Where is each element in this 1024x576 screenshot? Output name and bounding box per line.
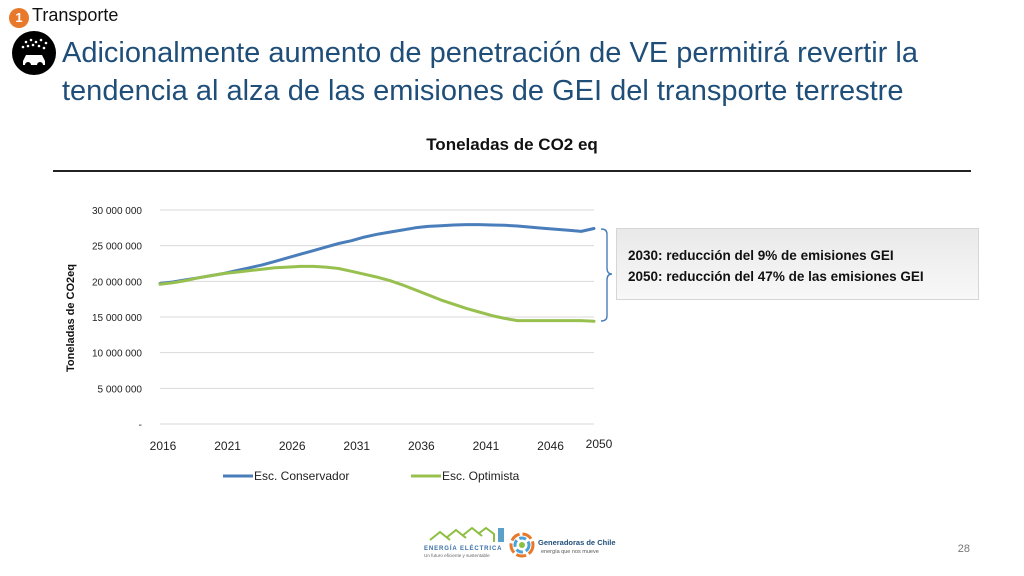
logo1-tagline: Un futuro eficiente y sustentable [424, 553, 490, 558]
electric-car-icon [12, 31, 56, 75]
x-tick-label: 2026 [279, 439, 306, 453]
y-tick-label: 15 000 000 [92, 313, 142, 324]
chart-title: Toneladas de CO2 eq [426, 135, 598, 154]
logo2-tagline: energía que nos mueve [541, 549, 599, 555]
y-tick-label: 30 000 000 [92, 206, 142, 217]
generadoras-de-chile-logo: Generadoras de Chile energía que nos mue… [509, 532, 616, 558]
section-number-badge: 1 [9, 8, 29, 28]
legend-label: Esc. Conservador [254, 469, 349, 483]
series-lines [158, 223, 596, 323]
title-divider [53, 170, 971, 172]
reduction-callout: 2030: reducción del 9% de emisiones GEI … [616, 228, 979, 300]
logo1-name: ENERGÍA ELÉCTRICA [424, 544, 502, 552]
chart-legend: Esc. Conservador Esc. Optimista [223, 469, 520, 483]
x-tick-label: 2031 [343, 439, 370, 453]
x-axis-ticks: 2016 2021 2026 2031 2036 2041 2046 2050 [150, 437, 613, 453]
x-tick-label: 2036 [408, 439, 435, 453]
section-label: Transporte [32, 5, 119, 25]
y-tick-label: 25 000 000 [92, 242, 142, 253]
logo2-name: Generadoras de Chile [538, 538, 616, 547]
slide-title: Adicionalmente aumento de penetración de… [62, 37, 918, 107]
x-tick-label: 2021 [214, 439, 241, 453]
x-tick-label: 2016 [150, 439, 177, 453]
legend-label: Esc. Optimista [442, 469, 520, 483]
y-tick-label: 5 000 000 [98, 384, 143, 395]
y-tick-label: 10 000 000 [92, 349, 142, 360]
y-axis-ticks: - 5 000 000 10 000 000 15 000 000 20 000 000… [92, 206, 142, 431]
series-line-optimista [158, 264, 596, 323]
y-tick-label: - [139, 420, 142, 431]
y-axis-label: Toneladas de CO2eq [65, 264, 77, 372]
x-tick-label: 2046 [537, 439, 564, 453]
callout-line-2050: 2050: reducción del 47% de las emisiones… [628, 269, 924, 284]
x-tick-label: 2050 [586, 437, 613, 451]
energia-electrica-logo: ENERGÍA ELÉCTRICA Un futuro eficiente y … [424, 526, 504, 558]
x-tick-label: 2041 [473, 439, 500, 453]
reduction-bracket [600, 228, 613, 322]
callout-line-2030: 2030: reducción del 9% de emisiones GEI [628, 248, 894, 263]
y-tick-label: 20 000 000 [92, 277, 142, 288]
chart-gridlines [160, 209, 594, 425]
page-number: 28 [957, 543, 970, 555]
